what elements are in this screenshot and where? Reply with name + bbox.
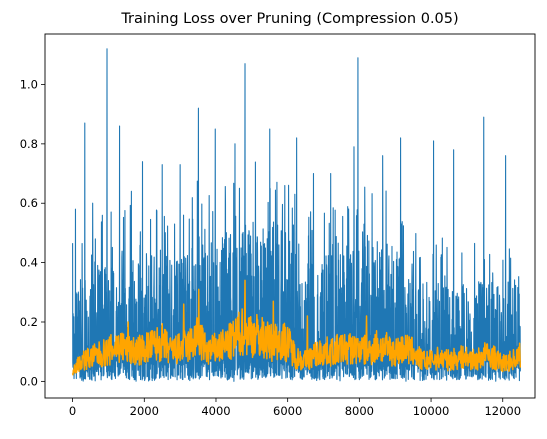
x-tick-label: 8000: [345, 404, 374, 418]
y-tick-label: 0.8: [20, 137, 38, 151]
x-tick-label: 2000: [130, 404, 159, 418]
plot-area: [71, 48, 522, 382]
y-tick-label: 0.4: [20, 256, 38, 270]
plot-frame: [44, 33, 536, 399]
y-tick-label: 0.6: [20, 196, 38, 210]
x-tick-label: 10000: [413, 404, 450, 418]
series-smoothed-loss-line: [71, 279, 522, 376]
y-tick-label: 0.2: [20, 315, 38, 329]
x-tick-label: 6000: [273, 404, 302, 418]
x-tick-label: 0: [69, 404, 76, 418]
y-tick-label: 0.0: [20, 374, 38, 388]
x-axis: 0 2000 4000 6000 8000 10000 12000: [69, 398, 521, 418]
x-tick-label: 12000: [484, 404, 521, 418]
x-tick-label: 4000: [201, 404, 230, 418]
y-tick-label: 1.0: [20, 77, 38, 91]
chart-title: Training Loss over Pruning (Compression …: [120, 11, 458, 27]
y-axis: 0.0 0.2 0.4 0.6 0.8 1.0: [20, 77, 45, 388]
